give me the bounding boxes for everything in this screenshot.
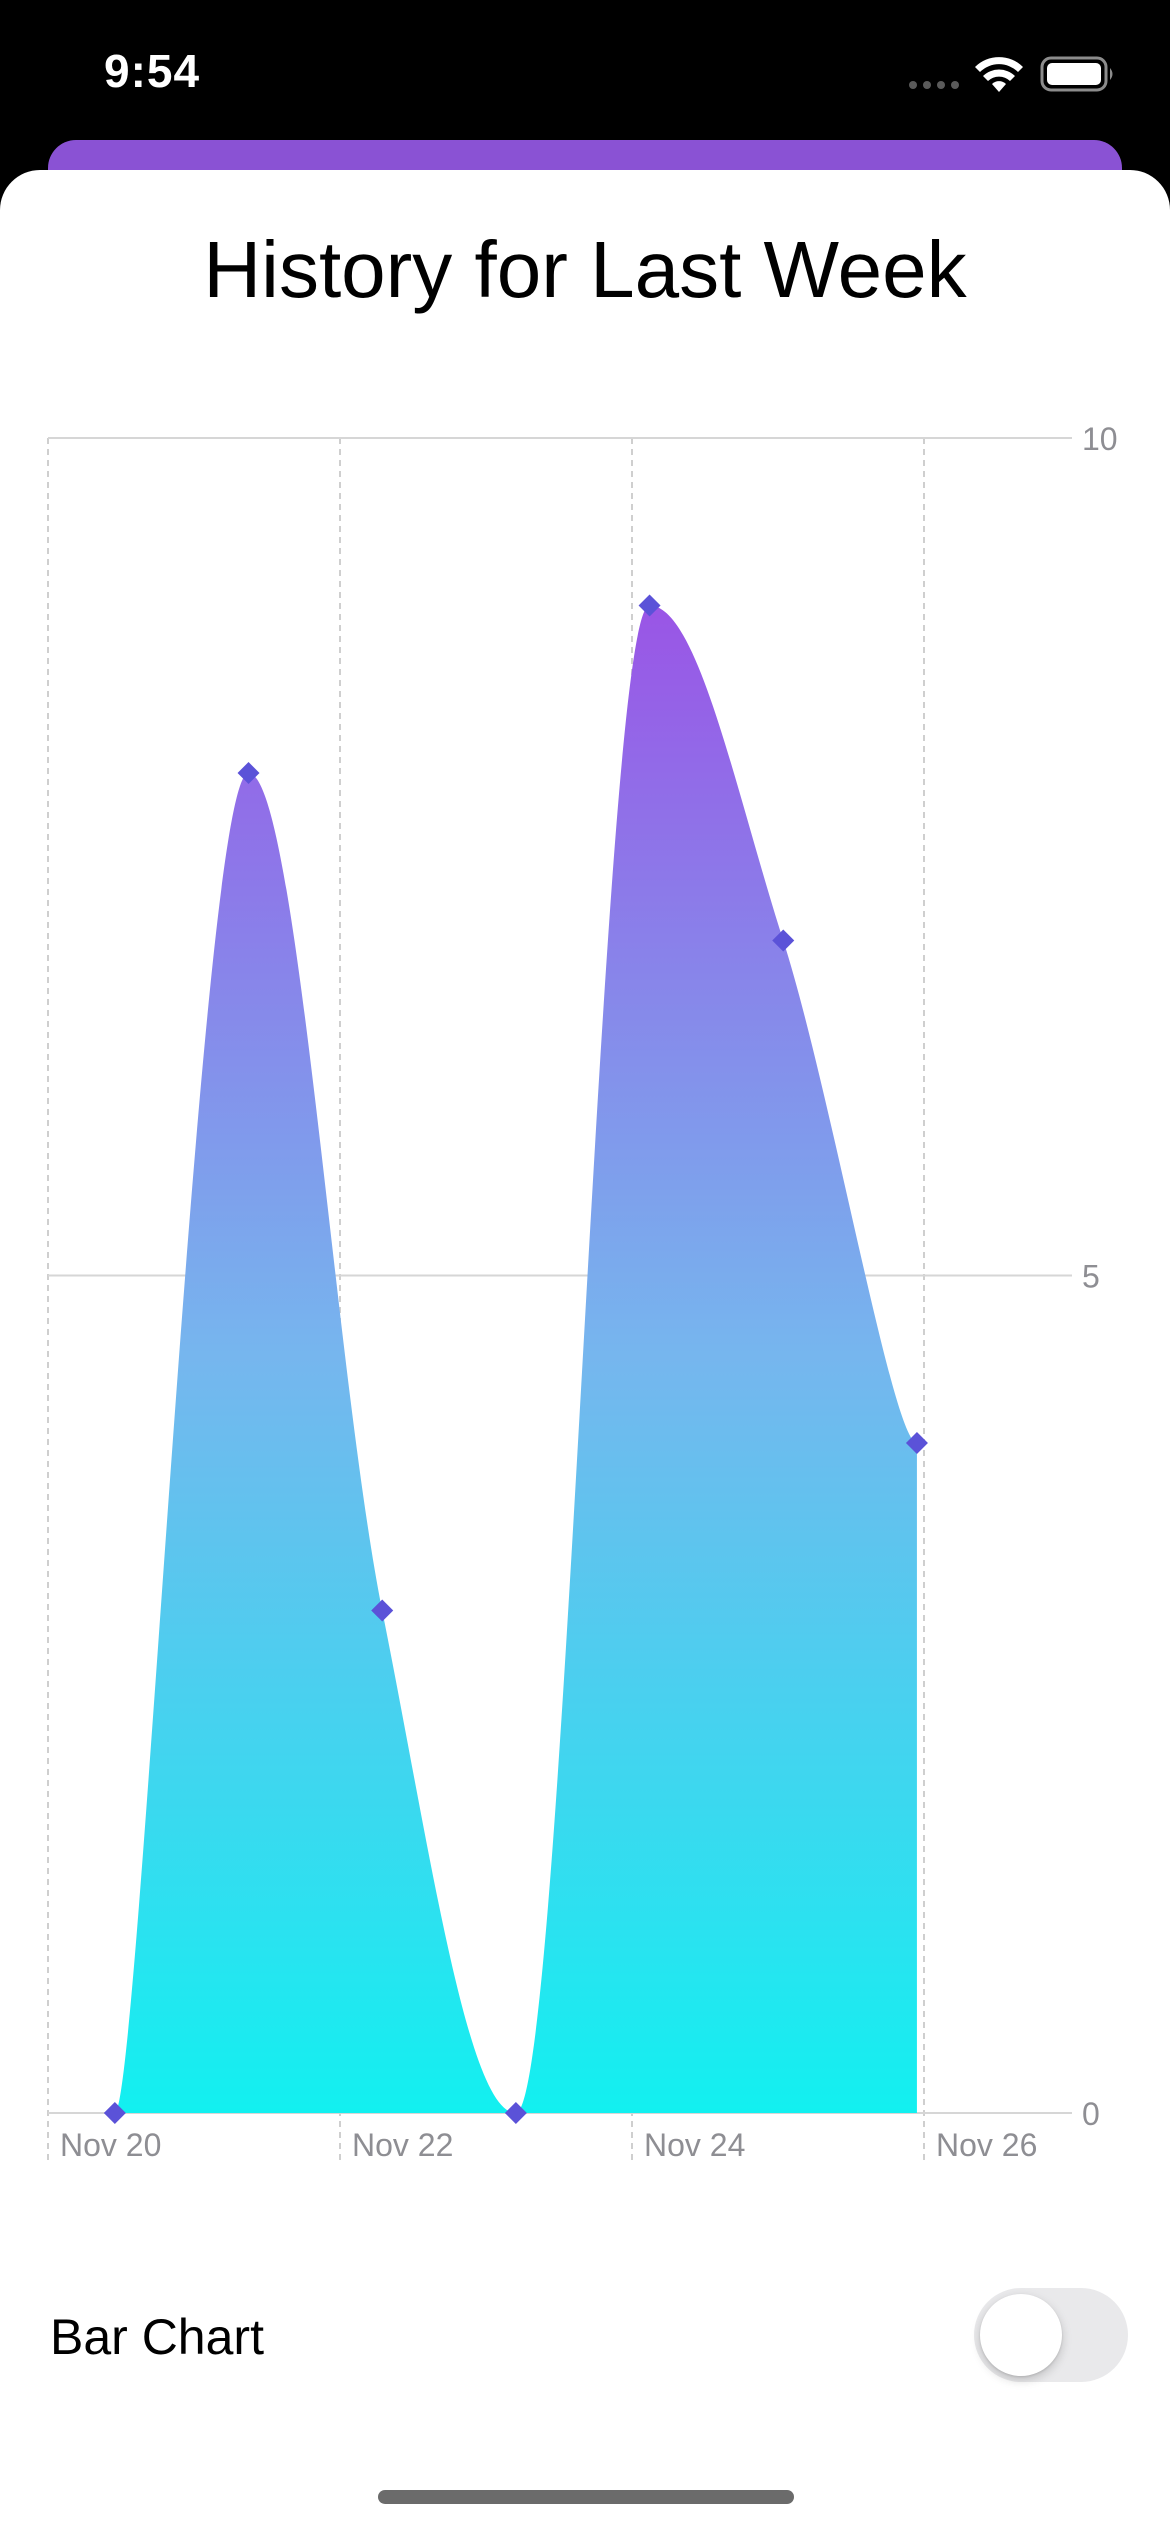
wifi-icon — [975, 57, 1023, 92]
bar-chart-toggle-switch[interactable] — [974, 2288, 1128, 2382]
bar-chart-toggle-row: Bar Chart — [0, 2270, 1170, 2400]
home-indicator — [378, 2490, 794, 2504]
toggle-knob — [980, 2294, 1062, 2376]
history-sheet — [0, 170, 1170, 2532]
bar-chart-toggle-label: Bar Chart — [50, 2309, 264, 2365]
sheet-title: History for Last Week — [203, 225, 967, 314]
status-time: 9:54 — [104, 45, 201, 97]
battery-icon — [1040, 56, 1113, 92]
status-bar: 9:54 — [0, 0, 1170, 140]
cellular-signal-icon — [909, 81, 959, 89]
